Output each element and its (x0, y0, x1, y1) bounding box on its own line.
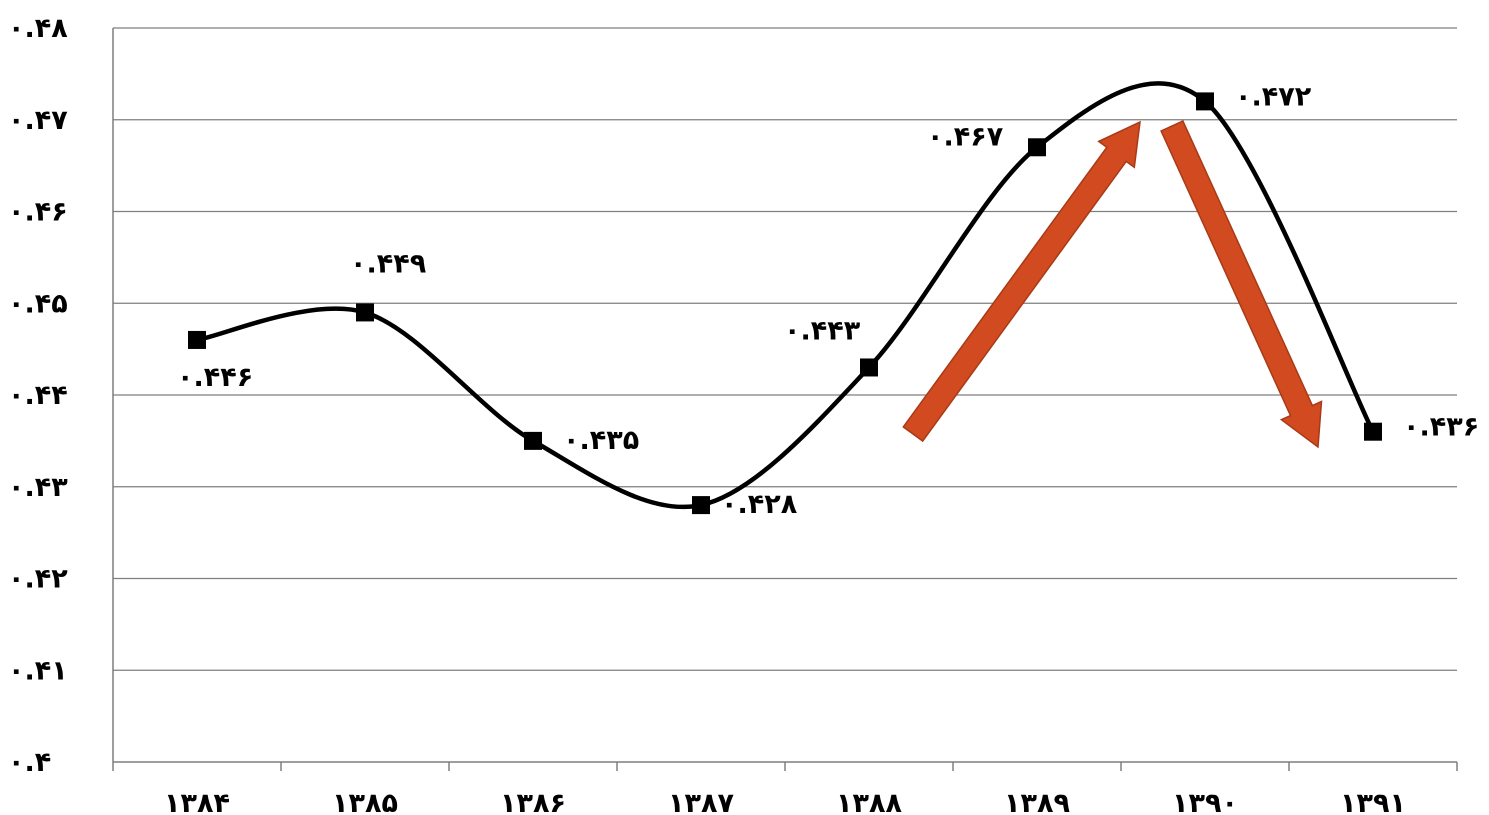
data-point-marker (1196, 92, 1214, 111)
data-label: ۰.۴۳۵ (563, 425, 639, 456)
data-labels: ۰.۴۴۶ ۰.۴۴۹ ۰.۴۳۵ ۰.۴۲۸ ۰.۴۴۳ ۰.۴۶۷ ۰.۴۷۲ ۰.۴۳۶ (177, 81, 1479, 520)
data-point-marker (1364, 422, 1382, 441)
axes (112, 28, 1458, 771)
x-tick-labels: ۱۳۸۴ ۱۳۸۵ ۱۳۸۶ ۱۳۸۷ ۱۳۸۸ ۱۳۸۹ ۱۳۹۰ ۱۳۹۱ (164, 788, 1406, 815)
x-tick-label: ۱۳۸۹ (1004, 788, 1070, 815)
y-tick-label: ۰.۴۳ (8, 472, 68, 503)
trend-arrows (902, 120, 1323, 449)
x-tick-label: ۱۳۸۸ (836, 788, 902, 815)
data-label: ۰.۴۲۸ (721, 489, 798, 520)
y-tick-labels: ۰.۴ ۰.۴۱ ۰.۴۲ ۰.۴۳ ۰.۴۴ ۰.۴۵ ۰.۴۶ ۰.۴۷ ۰.۴۸ (8, 13, 68, 778)
y-tick-label: ۰.۴۶ (8, 197, 68, 228)
data-label: ۰.۴۴۶ (177, 362, 253, 393)
x-tick-label: ۱۳۸۶ (500, 788, 566, 815)
y-tick-label: ۰.۴۴ (8, 380, 68, 411)
data-point-marker (1028, 138, 1046, 157)
data-point-marker (692, 496, 710, 515)
series-line (196, 81, 1376, 510)
data-label: ۰.۴۳۶ (1403, 412, 1479, 443)
trend-arrow (1160, 120, 1323, 449)
data-point-marker (356, 303, 374, 322)
data-point-marker (524, 431, 542, 450)
x-tick-label: ۱۳۸۵ (332, 788, 398, 815)
data-label: ۰.۴۴۹ (350, 248, 426, 279)
gridlines (113, 27, 1457, 671)
x-tick-label: ۱۳۹۱ (1340, 788, 1406, 815)
y-tick-label: ۰.۴۵ (8, 288, 68, 319)
y-tick-label: ۰.۴ (8, 747, 51, 778)
x-tick-label: ۱۳۸۴ (164, 788, 230, 815)
y-tick-label: ۰.۴۱ (8, 655, 68, 686)
data-point-marker (188, 330, 206, 349)
data-label: ۰.۴۶۷ (927, 121, 1004, 152)
x-tick-label: ۱۳۸۷ (668, 788, 734, 815)
data-label: ۰.۴۷۲ (1235, 81, 1312, 112)
data-point-marker (860, 358, 878, 377)
trend-arrow (902, 120, 1141, 443)
x-tick-label: ۱۳۹۰ (1172, 788, 1238, 815)
y-tick-label: ۰.۴۲ (8, 564, 68, 595)
y-tick-label: ۰.۴۸ (8, 13, 68, 44)
series-line-path (196, 81, 1376, 510)
y-tick-label: ۰.۴۷ (8, 105, 68, 136)
data-label: ۰.۴۴۳ (784, 315, 861, 346)
series-markers (188, 92, 1382, 515)
